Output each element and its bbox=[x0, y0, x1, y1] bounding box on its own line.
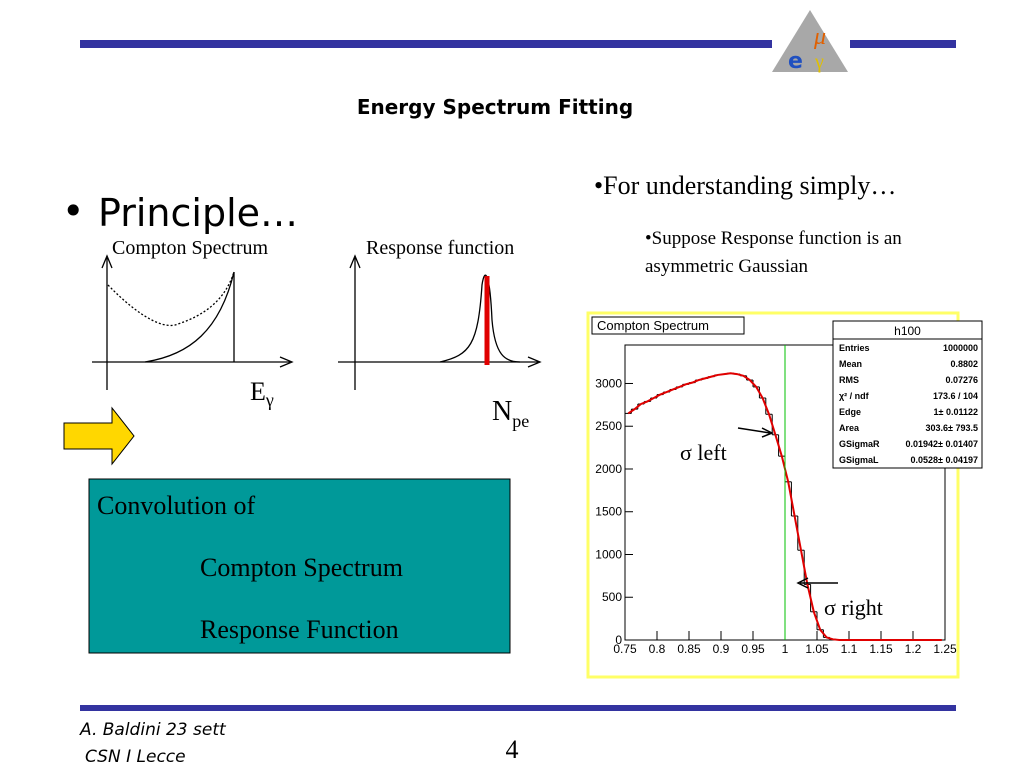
y-tick-label: 2500 bbox=[595, 419, 622, 433]
convolution-text: Compton Spectrum bbox=[200, 553, 403, 582]
x-tick-label: 1 bbox=[782, 642, 789, 656]
x-tick-label: 0.8 bbox=[649, 642, 666, 656]
stats-key: GSigmaL bbox=[839, 455, 879, 465]
logo bbox=[772, 10, 848, 72]
x-tick-label: 1.25 bbox=[933, 642, 957, 656]
annotation: σ left bbox=[680, 440, 727, 465]
stats-value: 303.6± 793.5 bbox=[926, 423, 978, 433]
footer-bar bbox=[80, 705, 956, 711]
convolution-text: Convolution of bbox=[97, 491, 256, 520]
response-sketch bbox=[338, 254, 542, 390]
hist-title: Compton Spectrum bbox=[597, 318, 709, 333]
stats-key: χ² / ndf bbox=[839, 391, 870, 401]
bullet: • bbox=[62, 189, 84, 233]
convolution-text: Response Function bbox=[200, 615, 399, 644]
x-tick-label: 1.1 bbox=[841, 642, 858, 656]
y-tick-label: 0 bbox=[615, 633, 622, 647]
x-tick-label: 1.05 bbox=[805, 642, 829, 656]
convolution-box bbox=[88, 478, 511, 654]
stats-value: 1± 0.01122 bbox=[934, 407, 978, 417]
n-pe: Npe bbox=[492, 396, 529, 431]
e-gamma: Eγ bbox=[250, 377, 274, 410]
annotation-arrow bbox=[761, 427, 774, 438]
hist-title-box bbox=[591, 316, 745, 335]
bullet-text: •For understanding simply… bbox=[594, 171, 896, 200]
stats-value: 0.8802 bbox=[950, 359, 978, 369]
page-number: 4 bbox=[506, 735, 519, 764]
compton-sketch bbox=[92, 254, 294, 390]
x-tick-label: 0.9 bbox=[713, 642, 730, 656]
histogram: 0 500 1000 1500 2000 2500 3000 0.75 0.8 0.85 0.9 0.… bbox=[595, 345, 957, 656]
stats-box: h100 Entries 1000000 Mean 0.8802 RMS 0.07276 χ²… bbox=[832, 320, 983, 469]
annotation: σ right bbox=[824, 595, 883, 620]
stats-value: 173.6 / 104 bbox=[933, 391, 978, 401]
sub-bullet: •Suppose Response function is an bbox=[645, 228, 902, 249]
x-tick-label: 1.15 bbox=[869, 642, 893, 656]
stats-key: Area bbox=[839, 423, 860, 433]
stats-key: Mean bbox=[839, 359, 862, 369]
annotation-arrow bbox=[737, 427, 771, 434]
x-tick-label: 0.85 bbox=[677, 642, 701, 656]
x-tick-label: 0.75 bbox=[613, 642, 637, 656]
footer-author: A. Baldini 23 sett bbox=[79, 720, 227, 740]
header-bar bbox=[850, 40, 956, 48]
x-tick-label: 0.95 bbox=[741, 642, 765, 656]
stats-value: 1000000 bbox=[943, 343, 978, 353]
y-tick-label: 2000 bbox=[595, 462, 622, 476]
stats-key: RMS bbox=[839, 375, 859, 385]
stats-value: 0.0528± 0.04197 bbox=[911, 455, 979, 465]
footer-place: CSN I Lecce bbox=[85, 747, 186, 767]
stats-key: Entries bbox=[839, 343, 870, 353]
header-bar bbox=[80, 40, 772, 48]
logo-mu: μ bbox=[813, 24, 826, 50]
sketch-label: Compton Spectrum bbox=[112, 237, 269, 259]
sub-bullet: asymmetric Gaussian bbox=[645, 256, 809, 277]
principle: Principle… bbox=[98, 191, 298, 235]
y-tick-label: 1500 bbox=[595, 505, 622, 519]
annotation-arrow bbox=[796, 577, 809, 589]
stats-value: 0.01942± 0.01407 bbox=[905, 439, 978, 449]
x-tick-label: 1.2 bbox=[905, 642, 922, 656]
sketch-label: Response function bbox=[366, 237, 514, 259]
stats-key: GSigmaR bbox=[839, 439, 880, 449]
logo-gamma: γ bbox=[814, 51, 824, 73]
y-tick-label: 1000 bbox=[595, 547, 622, 561]
stats-frame bbox=[832, 320, 983, 469]
y-tick-label: 500 bbox=[602, 590, 622, 604]
logo-e: e bbox=[788, 49, 803, 74]
stats-title: h100 bbox=[894, 324, 921, 338]
slide-title: Energy Spectrum Fitting bbox=[357, 95, 633, 119]
stats-value: 0.07276 bbox=[945, 375, 978, 385]
arrow bbox=[63, 406, 135, 466]
stats-key: Edge bbox=[839, 407, 861, 417]
y-tick-label: 3000 bbox=[595, 376, 622, 390]
